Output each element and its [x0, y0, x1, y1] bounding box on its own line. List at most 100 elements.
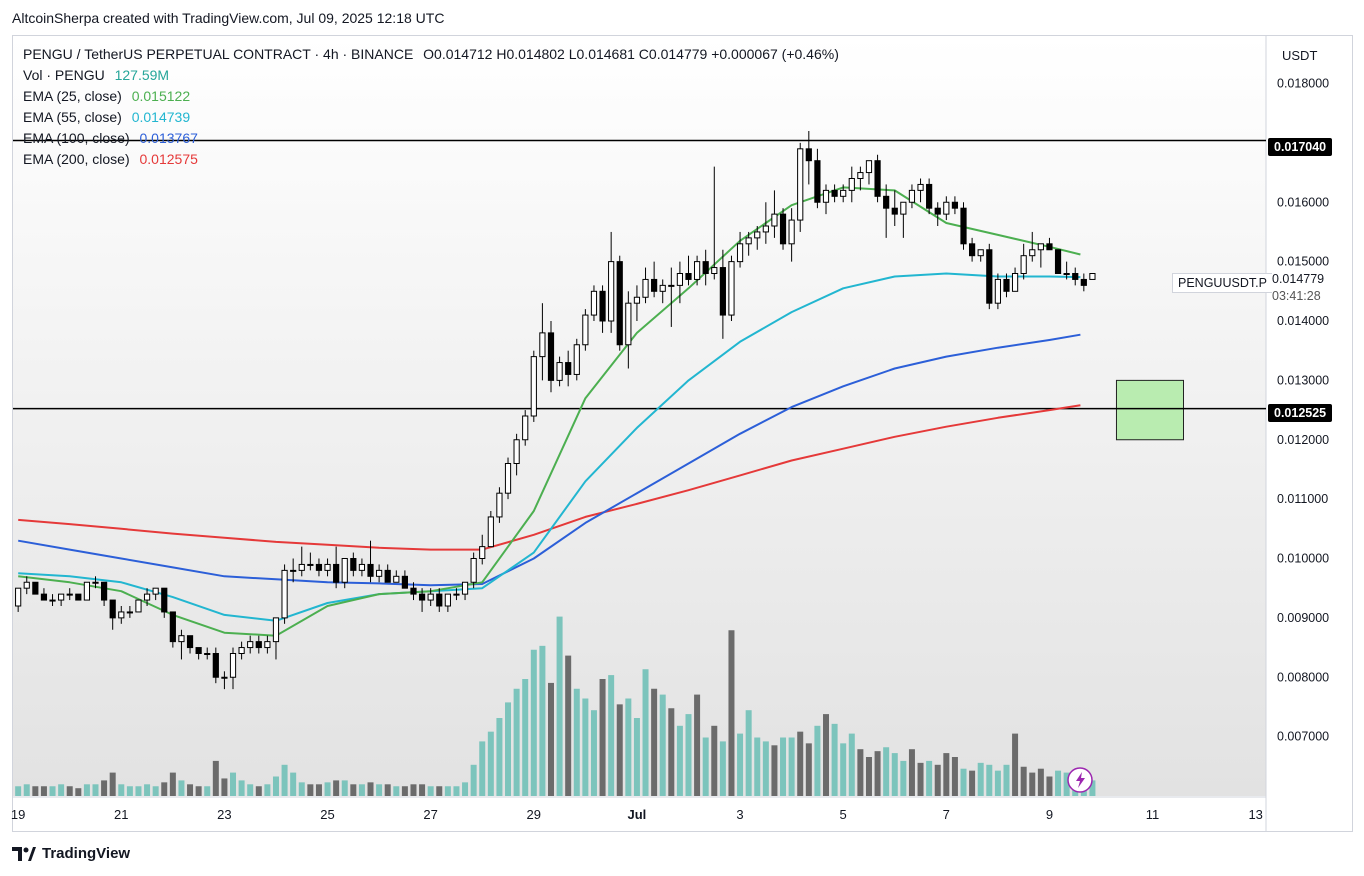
- candle-body: [487, 516, 494, 548]
- candle-body: [814, 160, 821, 203]
- candle-body: [539, 332, 546, 358]
- candle: [143, 588, 151, 606]
- candle-body: [651, 278, 658, 292]
- candle-body: [470, 558, 477, 583]
- candle: [969, 237, 976, 262]
- legend-ema100-row: EMA (100, close) 0.013767: [23, 128, 839, 149]
- volume-bar: [1063, 772, 1070, 796]
- volume-bar: [917, 762, 924, 796]
- time-tick-label: 7: [943, 807, 950, 822]
- candle-body: [530, 356, 537, 417]
- candle-body: [1089, 273, 1096, 280]
- volume-bar: [109, 772, 116, 796]
- candle: [401, 570, 408, 589]
- volume-bar: [290, 772, 297, 796]
- volume-bar: [126, 786, 133, 796]
- volume-bar: [840, 743, 847, 796]
- volume-bar: [547, 682, 554, 796]
- candle-body: [771, 213, 778, 227]
- volume-bar: [444, 786, 451, 796]
- candle: [891, 190, 898, 226]
- volume-bar: [195, 786, 202, 796]
- candle-body: [754, 231, 761, 239]
- candle: [1063, 261, 1070, 280]
- candle: [204, 647, 211, 660]
- candle-body: [865, 160, 873, 174]
- time-tick-label: 3: [736, 807, 743, 822]
- candle: [229, 647, 237, 690]
- volume-bar: [66, 786, 73, 796]
- volume-bar: [986, 764, 993, 796]
- candle: [736, 231, 744, 268]
- candle-body: [719, 267, 726, 316]
- candle: [376, 564, 383, 583]
- candle: [358, 558, 366, 577]
- candle: [599, 285, 606, 333]
- volume-bar: [668, 708, 675, 796]
- candle: [298, 546, 305, 577]
- candle: [315, 558, 323, 577]
- candle: [350, 552, 357, 577]
- candle: [66, 588, 73, 601]
- candle: [642, 267, 649, 304]
- candle-body: [247, 641, 254, 649]
- volume-bar: [934, 764, 941, 796]
- candle: [1029, 231, 1036, 262]
- candle-body: [926, 183, 933, 209]
- candle-body: [659, 284, 666, 292]
- volume-bar: [960, 768, 967, 796]
- candle: [573, 338, 580, 381]
- candle: [418, 588, 426, 612]
- volume-bar: [49, 786, 56, 796]
- candle: [590, 285, 598, 321]
- candle: [1080, 273, 1087, 292]
- ema100-label: EMA (100, close): [23, 130, 130, 146]
- alert-icon[interactable]: [1067, 767, 1093, 793]
- tradingview-brand: TradingView: [42, 845, 131, 862]
- volume-bar: [135, 786, 142, 796]
- candle: [333, 546, 340, 589]
- volume-label: Vol · PENGU: [23, 67, 105, 83]
- candle-body: [109, 599, 116, 619]
- ema200-line: [18, 404, 1081, 551]
- volume-bar: [496, 718, 503, 796]
- volume-bar: [659, 694, 666, 796]
- candle-body: [960, 207, 967, 245]
- ema100-line: [18, 333, 1081, 587]
- candle: [848, 166, 855, 203]
- candle-body: [685, 273, 692, 280]
- candle-body: [1063, 273, 1070, 275]
- volume-bar: [419, 784, 426, 796]
- tradingview-logo: TradingView: [12, 845, 130, 862]
- candle-body: [831, 189, 838, 197]
- candle: [693, 255, 701, 286]
- time-tick-label: 27: [423, 807, 437, 822]
- volume-bar: [857, 749, 864, 796]
- volume-bar: [1089, 780, 1096, 796]
- volume-bar: [230, 772, 237, 796]
- volume-bar: [848, 733, 855, 796]
- volume-bar: [281, 764, 288, 796]
- volume-bar: [161, 782, 168, 796]
- volume-bars: [15, 616, 1096, 796]
- candle-body: [195, 647, 202, 654]
- volume-bar: [1029, 772, 1036, 796]
- candle-body: [676, 273, 684, 286]
- volume-bar: [401, 786, 408, 796]
- candle: [247, 635, 254, 654]
- candle: [547, 321, 555, 393]
- candle-body: [994, 278, 1001, 304]
- volume-bar: [1046, 776, 1053, 796]
- resistance-price-tag: 0.017040: [1268, 138, 1333, 156]
- candle: [264, 635, 271, 654]
- volume-bar: [1055, 770, 1062, 796]
- candle-body: [479, 546, 486, 559]
- symbol-title: PENGU / TetherUS PERPETUAL CONTRACT · 4h…: [23, 46, 414, 62]
- candle-body: [513, 439, 520, 464]
- volume-value: 127.59M: [114, 67, 170, 83]
- legend-title-row: PENGU / TetherUS PERPETUAL CONTRACT · 4h…: [23, 44, 839, 65]
- symbol-tag: PENGUUSDT.P: [1172, 273, 1273, 293]
- candle-body: [418, 593, 426, 601]
- candle: [840, 184, 847, 203]
